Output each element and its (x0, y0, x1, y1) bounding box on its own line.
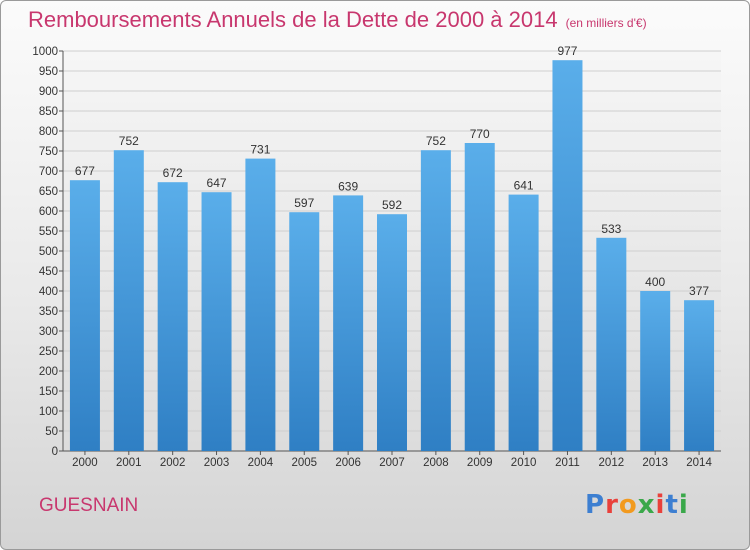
logo-letter: t (665, 490, 679, 520)
bar (377, 214, 407, 451)
data-label: 592 (382, 198, 402, 212)
y-tick-label: 400 (39, 286, 58, 298)
logo-letter: P (585, 490, 606, 520)
x-tick-label: 2014 (686, 457, 712, 469)
x-tick-label: 2004 (248, 457, 274, 469)
logo-letter: i (655, 490, 666, 520)
bar (464, 143, 495, 451)
y-tick-label: 100 (39, 406, 58, 418)
y-tick-label: 50 (45, 426, 58, 438)
x-tick-label: 2007 (379, 457, 405, 469)
y-tick-label: 0 (52, 446, 58, 458)
x-tick-label: 2006 (335, 457, 361, 469)
proxiti-logo: Proxiti (585, 490, 689, 520)
bar (69, 180, 100, 451)
x-tick-label: 2012 (599, 457, 625, 469)
logo-letter: o (618, 490, 638, 520)
data-label: 677 (75, 164, 95, 178)
bar (157, 182, 188, 451)
bar (289, 212, 320, 451)
title-text: Remboursements Annuels de la Dette de 20… (28, 7, 558, 32)
logo-letter: x (637, 490, 656, 520)
data-label: 533 (601, 222, 621, 236)
x-tick-label: 2008 (423, 457, 449, 469)
data-label: 647 (207, 176, 227, 190)
y-tick-label: 450 (39, 266, 58, 278)
y-tick-label: 150 (39, 386, 58, 398)
x-tick-label: 2002 (160, 457, 186, 469)
data-label: 770 (470, 127, 490, 141)
data-label: 400 (645, 275, 665, 289)
data-label: 752 (426, 134, 446, 148)
data-label: 641 (514, 179, 534, 193)
bar (640, 291, 671, 451)
y-tick-label: 750 (39, 146, 58, 158)
chart-title: Remboursements Annuels de la Dette de 20… (28, 7, 647, 33)
y-tick-label: 550 (39, 226, 58, 238)
y-tick-label: 650 (39, 186, 58, 198)
data-label: 672 (163, 166, 183, 180)
data-label: 731 (250, 143, 270, 157)
y-tick-label: 600 (39, 206, 58, 218)
bar (113, 150, 144, 451)
x-tick-label: 2010 (511, 457, 537, 469)
y-tick-label: 300 (39, 326, 58, 338)
logo-letter: r (605, 490, 619, 520)
y-tick-label: 950 (39, 66, 58, 78)
town-name: GUESNAIN (39, 495, 139, 516)
x-tick-label: 2013 (642, 457, 668, 469)
x-tick-label: 2000 (72, 457, 98, 469)
data-label: 752 (119, 134, 139, 148)
data-label: 977 (557, 44, 577, 58)
x-tick-label: 2009 (467, 457, 493, 469)
y-tick-label: 800 (39, 126, 58, 138)
bar (684, 300, 715, 451)
y-tick-label: 850 (39, 106, 58, 118)
y-tick-label: 700 (39, 166, 58, 178)
y-tick-label: 900 (39, 86, 58, 98)
logo-letter: i (678, 490, 689, 520)
bar (245, 158, 276, 451)
x-tick-label: 2011 (555, 457, 580, 469)
y-tick-label: 200 (39, 366, 58, 378)
x-tick-label: 2003 (204, 457, 230, 469)
bar (596, 237, 627, 451)
y-tick-label: 350 (39, 306, 58, 318)
bar (552, 60, 583, 451)
data-label: 377 (689, 284, 709, 298)
bar (508, 194, 539, 451)
y-tick-label: 250 (39, 346, 58, 358)
unit-label: (en milliers d'€) (565, 16, 647, 30)
x-tick-label: 2001 (116, 457, 142, 469)
data-label: 597 (294, 196, 314, 210)
bar (420, 150, 451, 451)
bar (201, 192, 232, 451)
x-tick-label: 2005 (291, 457, 317, 469)
bar (333, 195, 364, 451)
y-tick-label: 1000 (32, 46, 58, 58)
y-tick-label: 500 (39, 246, 58, 258)
data-label: 639 (338, 179, 358, 193)
